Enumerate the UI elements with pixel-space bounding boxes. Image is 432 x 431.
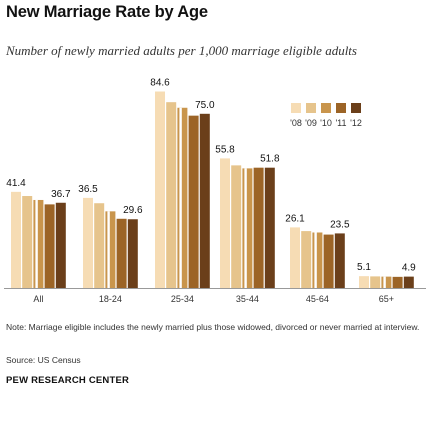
bar [242,168,253,288]
data-label: 84.6 [150,78,170,89]
data-label: 75.0 [195,100,215,111]
legend-swatch [351,103,361,113]
data-label: 23.5 [330,219,350,230]
bar [370,276,381,288]
bar-highlight [383,276,386,288]
bar-highlight [35,199,38,288]
bar [55,202,66,288]
legend-swatch [291,103,301,113]
bar [323,234,334,288]
chart-credit: PEW RESEARCH CENTER [6,375,130,386]
bar [220,158,230,288]
legend-label: '08 [290,118,302,128]
bar [253,167,264,288]
bar [188,115,199,288]
bar [105,211,116,288]
bar [312,232,323,288]
data-label: 41.4 [6,178,26,189]
bar [392,276,403,288]
bar [290,227,300,288]
bar [127,219,138,288]
bar [116,218,127,288]
x-tick-label: 35-44 [236,294,259,304]
chart-subtitle: Number of newly married adults per 1,000… [6,43,357,58]
bar [155,91,165,288]
x-tick-label: 25-34 [171,294,194,304]
bar [11,191,21,288]
bar [22,196,33,288]
bar [199,113,210,288]
legend-swatch [336,103,346,113]
bar [33,199,44,288]
bar [301,231,312,288]
bar-highlight [179,107,182,288]
bar [44,204,55,288]
bar [177,107,188,288]
legend-label: '09 [305,118,317,128]
legend-label: '11 [335,118,346,128]
data-label: 55.8 [215,144,235,155]
bar-highlight [244,168,247,288]
legend-label: '10 [320,118,332,128]
data-label: 26.1 [285,213,305,224]
x-tick-label: 65+ [379,294,394,304]
data-label: 29.6 [123,205,143,216]
bar [334,233,345,288]
legend-swatch [321,103,331,113]
chart-note: Note: Marriage eligible includes the new… [6,322,420,332]
x-tick-label: 18-24 [99,294,122,304]
chart-source: Source: US Census [6,355,81,365]
x-tick-label: All [33,294,43,304]
legend-swatch [306,103,316,113]
data-label: 5.1 [357,262,371,273]
bar [231,165,242,288]
bar [166,102,177,289]
bar [359,276,369,288]
bar [264,167,275,288]
bar-highlight [107,211,110,288]
bar-highlight [314,232,317,288]
data-label: 4.9 [402,263,416,274]
bar [403,276,414,288]
bar [83,197,93,288]
data-label: 51.8 [260,154,280,165]
data-label: 36.5 [78,184,98,195]
data-label: 36.7 [51,189,71,200]
bar [381,276,392,288]
x-tick-label: 45-64 [306,294,329,304]
bar [94,203,105,288]
chart-title: New Marriage Rate by Age [6,3,208,21]
legend-label: '12 [350,118,362,128]
